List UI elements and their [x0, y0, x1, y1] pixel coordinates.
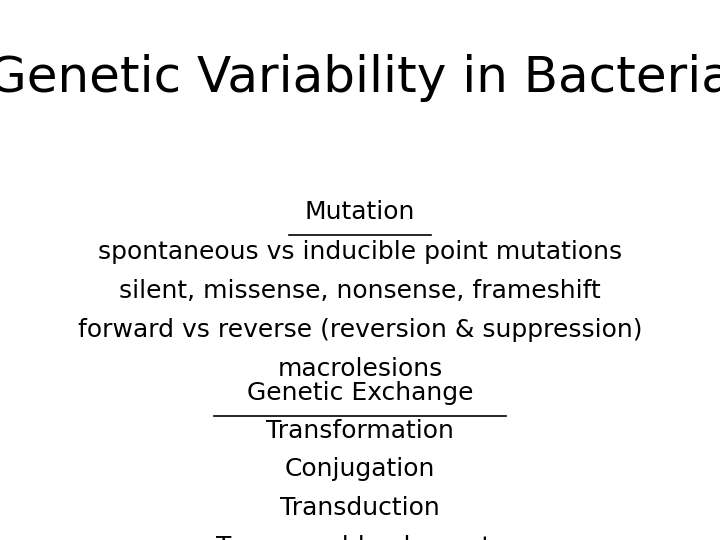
- Text: silent, missense, nonsense, frameshift: silent, missense, nonsense, frameshift: [119, 279, 601, 303]
- Text: forward vs reverse (reversion & suppression): forward vs reverse (reversion & suppress…: [78, 318, 642, 342]
- Text: Genetic Exchange: Genetic Exchange: [247, 381, 473, 404]
- Text: Genetic Variability in Bacteria: Genetic Variability in Bacteria: [0, 54, 720, 102]
- Text: macrolesions: macrolesions: [277, 357, 443, 381]
- Text: Mutation: Mutation: [305, 200, 415, 224]
- Text: Conjugation: Conjugation: [285, 457, 435, 481]
- Text: spontaneous vs inducible point mutations: spontaneous vs inducible point mutations: [98, 240, 622, 264]
- Text: Transduction: Transduction: [280, 496, 440, 520]
- Text: Transposable elements: Transposable elements: [216, 535, 504, 540]
- Text: Transformation: Transformation: [266, 418, 454, 442]
